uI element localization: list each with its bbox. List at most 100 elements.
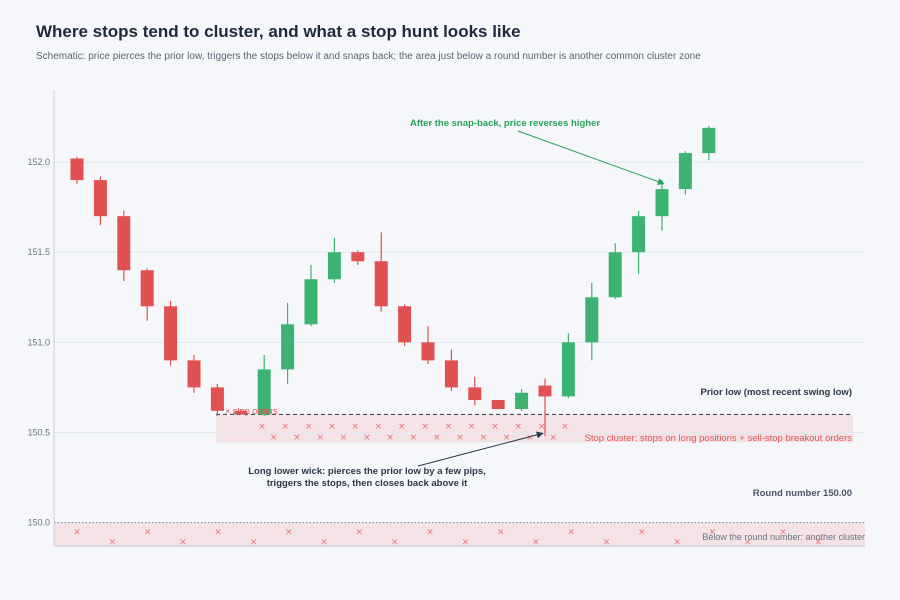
candle-body-down	[468, 387, 482, 401]
stop-marker: ×	[567, 528, 575, 538]
stop-marker: ×	[532, 537, 540, 547]
candle-body-up	[608, 252, 622, 298]
round-number-cluster-zone	[54, 522, 865, 547]
stop-marker: ×	[515, 422, 523, 432]
axes: 150.0 150.5 151.0 151.5 152.0	[27, 90, 865, 547]
stop-marker: ×	[709, 528, 717, 538]
stop-marker: ×	[328, 422, 336, 432]
stop-marker: ×	[744, 537, 752, 547]
stop-marker: ×	[480, 433, 488, 443]
stop-markers: ××××××××××××××××××××××××××××××××××××××××…	[73, 422, 822, 547]
stop-marker: ×	[144, 528, 152, 538]
stop-marker: ×	[282, 422, 290, 432]
stop-cluster-zone	[216, 414, 853, 443]
stop-marker: ×	[410, 433, 418, 443]
candle-body-down	[351, 252, 365, 262]
candle-body-down	[140, 270, 154, 307]
stop-marker: ×	[386, 433, 394, 443]
stop-marker: ×	[214, 528, 222, 538]
candle-body-up	[561, 342, 575, 397]
y-tick-label: 150.0	[27, 518, 50, 528]
candle-body-down	[374, 261, 388, 307]
cluster-zones	[54, 414, 865, 547]
stop-marker: ×	[503, 433, 511, 443]
stop-marker: ×	[398, 422, 406, 432]
candle-body-down	[93, 180, 107, 217]
stop-marker: ×	[293, 433, 301, 443]
candle-body-down	[421, 342, 435, 361]
stop-marker: ×	[109, 537, 117, 547]
wick-annotation-line1: Long lower wick: pierces the prior low b…	[248, 466, 486, 477]
wick-arrow	[417, 431, 544, 467]
candle-body-down	[70, 158, 84, 181]
stop-marker: ×	[673, 537, 681, 547]
candle-body-down	[187, 360, 201, 388]
stop-marker: ×	[445, 422, 453, 432]
stop-marker: ×	[638, 528, 646, 538]
stop-marker: ×	[375, 422, 383, 432]
candle-body-up	[678, 153, 692, 190]
stop-marker: ×	[179, 537, 187, 547]
y-tick-label: 151.5	[27, 247, 50, 257]
stop-marker: ×	[320, 537, 328, 547]
stop-marker: ×	[73, 528, 81, 538]
candle-body-up	[655, 189, 669, 217]
stop-orders-key: × stop orders	[225, 406, 278, 416]
stop-cluster-label: Stop cluster: stops on long positions + …	[585, 433, 853, 444]
stop-marker: ×	[258, 422, 266, 432]
stop-marker: ×	[421, 422, 429, 432]
stop-marker: ×	[549, 433, 557, 443]
candle-body-up	[327, 252, 341, 280]
stop-marker: ×	[779, 528, 787, 538]
candle-body-up	[257, 369, 271, 415]
stop-marker: ×	[426, 528, 434, 538]
chart-title: Where stops tend to cluster, and what a …	[36, 22, 521, 41]
stop-marker: ×	[538, 422, 546, 432]
stop-marker: ×	[305, 422, 313, 432]
stop-marker: ×	[285, 528, 293, 538]
candle-body-up	[585, 297, 599, 343]
candle-body-down	[538, 385, 552, 397]
stop-marker: ×	[356, 528, 364, 538]
candles	[70, 126, 716, 437]
annotation-arrows	[417, 130, 665, 467]
stop-marker: ×	[603, 537, 611, 547]
stop-marker: ×	[561, 422, 569, 432]
stop-marker: ×	[815, 537, 823, 547]
candle-body-down	[491, 400, 505, 410]
stop-marker: ×	[340, 433, 348, 443]
stop-marker: ×	[456, 433, 464, 443]
stop-marker: ×	[491, 422, 499, 432]
wick-annotation-line2: triggers the stops, then closes back abo…	[267, 478, 468, 489]
stop-marker: ×	[270, 433, 278, 443]
candle-body-down	[398, 306, 412, 343]
stop-marker: ×	[363, 433, 371, 443]
stop-marker: ×	[433, 433, 441, 443]
prior-low-label: Prior low (most recent swing low)	[701, 387, 853, 398]
candle-body-up	[515, 392, 529, 410]
stop-marker: ×	[497, 528, 505, 538]
candle-body-up	[702, 127, 716, 154]
round-number-label: Round number 150.00	[753, 488, 852, 499]
candle-body-up	[281, 324, 295, 370]
stop-marker: ×	[526, 433, 534, 443]
reversal-annotation: After the snap-back, price reverses high…	[410, 118, 600, 129]
candle-body-down	[234, 410, 248, 415]
round-cluster-label: Below the round number: another cluster	[702, 532, 865, 542]
stop-marker: ×	[316, 433, 324, 443]
y-tick-label: 150.5	[27, 427, 50, 437]
y-tick-label: 151.0	[27, 337, 50, 347]
candle-body-down	[117, 216, 131, 271]
candle-body-down	[210, 387, 224, 411]
stop-marker: ×	[391, 537, 399, 547]
stop-marker: ×	[250, 537, 258, 547]
reversal-arrow	[517, 130, 665, 185]
stop-marker: ×	[462, 537, 470, 547]
candle-body-up	[632, 216, 646, 253]
candle-body-down	[164, 306, 178, 361]
level-lines	[54, 413, 865, 524]
y-tick-label: 152.0	[27, 157, 50, 167]
stop-marker: ×	[351, 422, 359, 432]
